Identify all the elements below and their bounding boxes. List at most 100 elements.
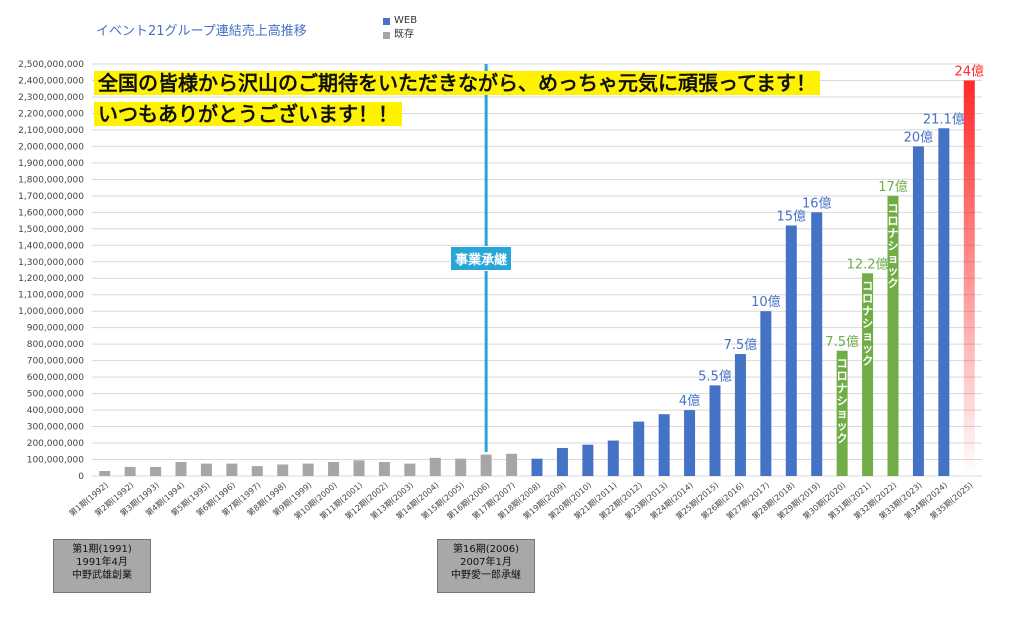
bar — [251, 466, 263, 476]
data-label: 7.5億 — [825, 334, 859, 350]
x-tick-label: 第17期(2007) — [470, 480, 517, 522]
y-tick-label: 2,000,000,000 — [18, 142, 84, 152]
x-tick-label: 第25期(2015) — [673, 480, 720, 522]
founding-note-period: 第1期(1991) — [72, 544, 132, 555]
bar — [506, 453, 518, 476]
bar — [658, 414, 670, 476]
y-tick-label: 900,000,000 — [27, 324, 85, 334]
legend: WEB 既存 — [383, 14, 417, 42]
x-tick-label: 第11期(2001) — [317, 480, 364, 522]
bar — [607, 440, 619, 476]
x-tick-label: 第12期(2002) — [343, 480, 390, 522]
founding-note: 第1期(1991) 1991年4月 中野武雄創業 — [53, 539, 151, 593]
bar — [785, 225, 797, 476]
y-tick-label: 2,300,000,000 — [18, 93, 84, 103]
bar — [455, 458, 467, 476]
y-tick-label: 1,500,000,000 — [18, 225, 84, 235]
succession-note-event: 中野愛一郎承継 — [451, 570, 521, 581]
x-tick-label: 第21期(2011) — [572, 480, 619, 522]
data-labels: 4億5.5億7.5億10億15億16億7.5億コロナショック12.2億コロナショ… — [679, 63, 984, 444]
legend-label-web: WEB — [394, 15, 418, 26]
y-tick-label: 2,200,000,000 — [18, 109, 84, 119]
bar — [404, 463, 416, 476]
x-tick-label: 第10期(2000) — [292, 480, 339, 522]
data-label: 17億 — [878, 179, 908, 195]
y-tick-label: 1,800,000,000 — [18, 175, 84, 185]
x-tick-label: 第34期(2024) — [902, 480, 949, 522]
bar — [328, 461, 340, 476]
x-tick-label: 第35期(2025) — [928, 480, 975, 522]
x-tick-label: 第14期(2004) — [394, 480, 441, 522]
bar — [912, 146, 924, 476]
y-tick-label: 500,000,000 — [27, 390, 85, 400]
covid-annotation: コロナショック — [837, 357, 848, 445]
data-label: 24億 — [955, 63, 985, 79]
bar — [99, 471, 111, 476]
y-tick-label: 200,000,000 — [27, 439, 85, 449]
data-label: 21.1億 — [923, 111, 965, 127]
bar — [378, 461, 390, 476]
legend-label-existing: 既存 — [394, 29, 414, 40]
legend-swatch-web — [383, 17, 390, 25]
bar — [531, 458, 543, 476]
x-tick-label: 第27期(2017) — [724, 480, 771, 522]
bar — [582, 444, 594, 476]
bar — [963, 80, 975, 476]
covid-annotation: コロナショック — [862, 279, 873, 367]
founding-note-event: 中野武雄創業 — [72, 570, 132, 581]
x-tick-label: 第31期(2021) — [826, 480, 873, 522]
bar — [429, 457, 441, 476]
founding-note-date: 1991年4月 — [76, 557, 128, 568]
x-tick-label: 第13期(2003) — [368, 480, 415, 522]
y-tick-label: 2,500,000,000 — [18, 60, 84, 70]
bar — [175, 461, 187, 476]
x-tick-label: 第24期(2014) — [648, 480, 695, 522]
bar — [556, 447, 568, 476]
covid-annotation: コロナショック — [888, 202, 899, 290]
y-tick-label: 1,400,000,000 — [18, 241, 84, 251]
y-tick-label: 1,900,000,000 — [18, 159, 84, 169]
data-label: 15億 — [777, 209, 807, 225]
banner-line-2: いつもありがとうございます！！ — [94, 102, 402, 126]
succession-label: 事業承継 — [450, 246, 513, 271]
bar — [200, 463, 212, 476]
bars — [99, 80, 975, 476]
y-tick-label: 1,200,000,000 — [18, 274, 84, 284]
bar — [836, 350, 848, 476]
y-tick-label: 700,000,000 — [27, 357, 85, 367]
y-tick-label: 1,600,000,000 — [18, 208, 84, 218]
bar — [734, 354, 746, 476]
bar — [811, 212, 823, 476]
y-tick-label: 1,100,000,000 — [18, 291, 84, 301]
bar — [938, 128, 950, 476]
x-tick-label: 第15期(2005) — [419, 480, 466, 522]
y-tick-label: 0 — [78, 472, 84, 482]
y-tick-label: 600,000,000 — [27, 373, 85, 383]
bar — [862, 273, 874, 476]
bar — [760, 311, 772, 476]
bar — [277, 464, 289, 476]
x-tick-label: 第28期(2018) — [750, 480, 797, 522]
bar — [353, 460, 365, 476]
legend-swatch-existing — [383, 31, 390, 39]
data-label: 7.5億 — [724, 337, 758, 353]
x-tick-label: 第33期(2023) — [877, 480, 924, 522]
y-tick-label: 1,000,000,000 — [18, 307, 84, 317]
y-tick-label: 300,000,000 — [27, 423, 85, 433]
y-tick-label: 800,000,000 — [27, 340, 85, 350]
y-axis-tick-labels: 0 100,000,000 200,000,000 300,000,000 400,00… — [18, 60, 84, 482]
x-tick-label: 第32期(2022) — [851, 480, 898, 522]
y-tick-label: 400,000,000 — [27, 406, 85, 416]
data-label: 16億 — [802, 195, 832, 211]
data-label: 10億 — [751, 294, 781, 310]
x-tick-label: 第29期(2019) — [775, 480, 822, 522]
data-label: 5.5億 — [698, 368, 732, 384]
bar — [150, 466, 162, 476]
x-tick-label: 第20期(2010) — [546, 480, 593, 522]
bar — [887, 195, 899, 476]
legend-item-existing: 既存 — [383, 28, 417, 42]
legend-item-web: WEB — [383, 14, 417, 28]
x-tick-label: 第22期(2012) — [597, 480, 644, 522]
x-tick-label: 第18期(2008) — [495, 480, 542, 522]
